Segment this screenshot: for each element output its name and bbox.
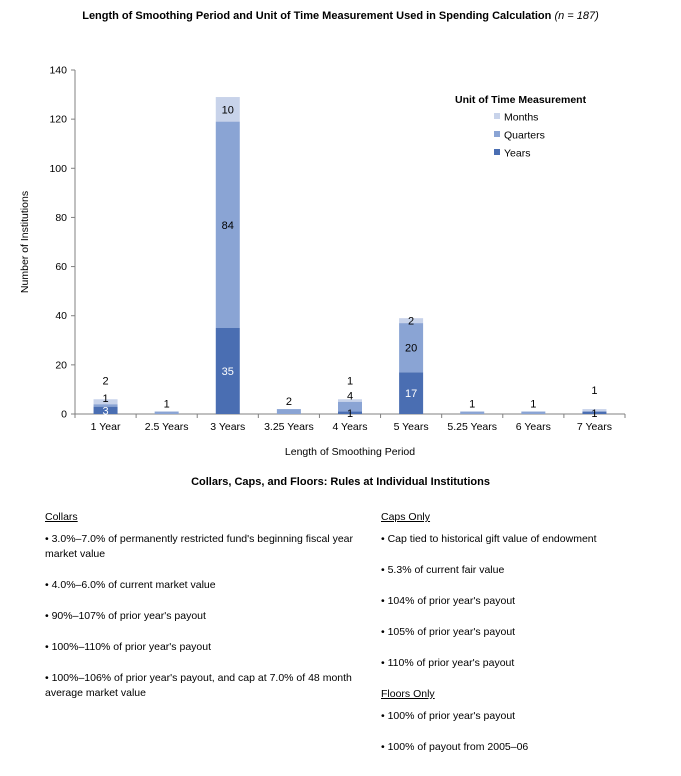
data-label-quarters: 1 bbox=[164, 399, 170, 411]
bar-segment-months bbox=[93, 399, 118, 405]
caps-item: • 105% of prior year's payout bbox=[381, 626, 516, 638]
legend-swatch-months bbox=[494, 113, 500, 119]
collars-column: Collars • 3.0%–7.0% of permanently restr… bbox=[45, 510, 360, 717]
legend-label-quarters: Quarters bbox=[504, 130, 545, 142]
bar-segment-quarters bbox=[276, 409, 301, 414]
data-label-quarters: 20 bbox=[405, 343, 417, 355]
bar-segment-quarters bbox=[338, 401, 362, 412]
collars-item: • 100%–110% of prior year's payout bbox=[45, 641, 212, 653]
x-tick-label: 3.25 Years bbox=[264, 421, 314, 433]
collars-heading: Collars bbox=[45, 511, 78, 523]
legend-label-years: Years bbox=[504, 148, 530, 160]
bar-segment-years bbox=[399, 372, 424, 414]
data-label-months: 2 bbox=[408, 316, 414, 328]
data-label-quarters: 4 bbox=[347, 391, 353, 403]
bar-segment-years bbox=[338, 411, 362, 414]
data-label-months: 1 bbox=[591, 385, 597, 397]
legend-label-months: Months bbox=[504, 112, 538, 124]
x-tick-label: 2.5 Years bbox=[145, 421, 189, 433]
floors-heading: Floors Only bbox=[381, 688, 435, 700]
y-tick-label: 20 bbox=[55, 359, 67, 371]
bar-segment-months bbox=[582, 409, 607, 412]
data-label-years: 35 bbox=[222, 366, 234, 378]
data-label-quarters: 1 bbox=[530, 399, 536, 411]
y-tick-label: 40 bbox=[55, 310, 67, 322]
x-tick-label: 6 Years bbox=[516, 421, 551, 433]
bar-segment-quarters bbox=[460, 411, 485, 414]
data-label-quarters: 1 bbox=[102, 393, 108, 405]
bar-segment-months bbox=[399, 318, 424, 324]
collars-item: • 4.0%–6.0% of current market value bbox=[45, 579, 216, 591]
legend-title: Unit of Time Measurement bbox=[455, 94, 587, 106]
bar-segment-quarters bbox=[93, 404, 118, 407]
data-label-years: 1 bbox=[347, 408, 353, 420]
bar-segment-months bbox=[338, 399, 362, 402]
bar-segment-months bbox=[215, 97, 240, 122]
bar-segment-years bbox=[93, 406, 118, 414]
y-tick-label: 140 bbox=[49, 65, 67, 77]
data-label-months: 10 bbox=[222, 104, 234, 116]
bar-segment-quarters bbox=[399, 323, 424, 373]
bar-segment-quarters bbox=[154, 411, 179, 414]
legend-swatch-years bbox=[494, 149, 500, 155]
y-tick-label: 120 bbox=[49, 114, 67, 126]
y-tick-label: 80 bbox=[55, 212, 67, 224]
caps-item: • 104% of prior year's payout bbox=[381, 595, 516, 607]
caps-floors-column: Caps Only • Cap tied to historical gift … bbox=[381, 510, 661, 771]
bar-segment-quarters bbox=[215, 121, 240, 328]
x-tick-label: 1 Year bbox=[91, 421, 121, 433]
x-tick-label: 7 Years bbox=[577, 421, 612, 433]
data-label-months: 1 bbox=[347, 375, 353, 387]
x-tick-label: 5.25 Years bbox=[447, 421, 497, 433]
x-tick-label: 5 Years bbox=[394, 421, 429, 433]
chart-title-n: (n = 187) bbox=[554, 10, 599, 22]
data-label-quarters: 2 bbox=[286, 396, 292, 408]
legend-swatch-quarters bbox=[494, 131, 500, 137]
y-axis-title: Number of Institutions bbox=[19, 191, 31, 293]
chart-title: Length of Smoothing Period and Unit of T… bbox=[0, 10, 681, 22]
collars-item: • 100%–106% of prior year's payout, and … bbox=[45, 672, 352, 699]
floors-item: • 100% of prior year's payout bbox=[381, 710, 516, 722]
collars-item: • 90%–107% of prior year's payout bbox=[45, 610, 206, 622]
y-tick-label: 0 bbox=[61, 409, 67, 421]
caps-item: • Cap tied to historical gift value of e… bbox=[381, 533, 597, 545]
y-tick-label: 60 bbox=[55, 261, 67, 273]
collars-item: • 3.0%–7.0% of permanently restricted fu… bbox=[45, 533, 354, 560]
y-tick-label: 100 bbox=[49, 163, 67, 175]
bar-segment-years bbox=[215, 328, 240, 414]
section-title: Collars, Caps, and Floors: Rules at Indi… bbox=[191, 476, 490, 488]
caps-item: • 110% of prior year's payout bbox=[381, 657, 515, 669]
chart-title-main: Length of Smoothing Period and Unit of T… bbox=[82, 10, 552, 22]
data-label-months: 2 bbox=[102, 375, 108, 387]
data-label-years: 3 bbox=[102, 405, 108, 417]
data-label-years: 1 bbox=[591, 408, 597, 420]
data-label-quarters: 1 bbox=[469, 399, 475, 411]
data-label-years: 17 bbox=[405, 388, 417, 400]
x-tick-label: 3 Years bbox=[210, 421, 245, 433]
floors-item: • 100% of payout from 2005–06 bbox=[381, 741, 529, 753]
x-axis-title: Length of Smoothing Period bbox=[285, 446, 415, 458]
x-tick-label: 4 Years bbox=[332, 421, 367, 433]
caps-item: • 5.3% of current fair value bbox=[381, 564, 505, 576]
bar-segment-years bbox=[582, 411, 607, 414]
caps-heading: Caps Only bbox=[381, 511, 431, 523]
bar-segment-quarters bbox=[521, 411, 546, 414]
data-label-quarters: 84 bbox=[222, 220, 234, 232]
